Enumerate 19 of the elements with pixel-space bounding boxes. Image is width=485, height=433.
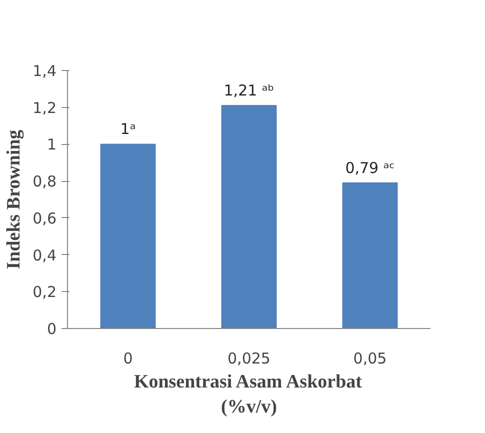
y-tick-label: 1,4: [32, 62, 57, 80]
y-tick-label: 1,2: [32, 98, 57, 117]
x-axis-title: Konsentrasi Asam Askorbat (%v/v): [134, 372, 363, 418]
bar: [342, 182, 398, 328]
y-tick-label: 1: [46, 136, 57, 154]
y-axis-title: Indeks Browning: [4, 129, 25, 270]
bar: [221, 105, 277, 328]
y-tick-label: 0,8: [32, 172, 57, 191]
x-tick-label: 0,05: [353, 350, 387, 368]
data-label: 0,79 ᵃᶜ: [345, 158, 395, 177]
y-tick-label: 0,6: [32, 209, 57, 228]
x-tick-label: 0: [123, 350, 133, 368]
y-tick-label: 0: [46, 320, 57, 338]
bar: [100, 144, 156, 328]
data-label: 1,21 ᵃᵇ: [224, 82, 274, 100]
data-label: 1ᵃ: [120, 120, 136, 138]
x-tick-label: 0,025: [228, 350, 270, 368]
y-tick-label: 0,2: [32, 283, 57, 302]
y-tick-label: 0,4: [32, 246, 57, 264]
